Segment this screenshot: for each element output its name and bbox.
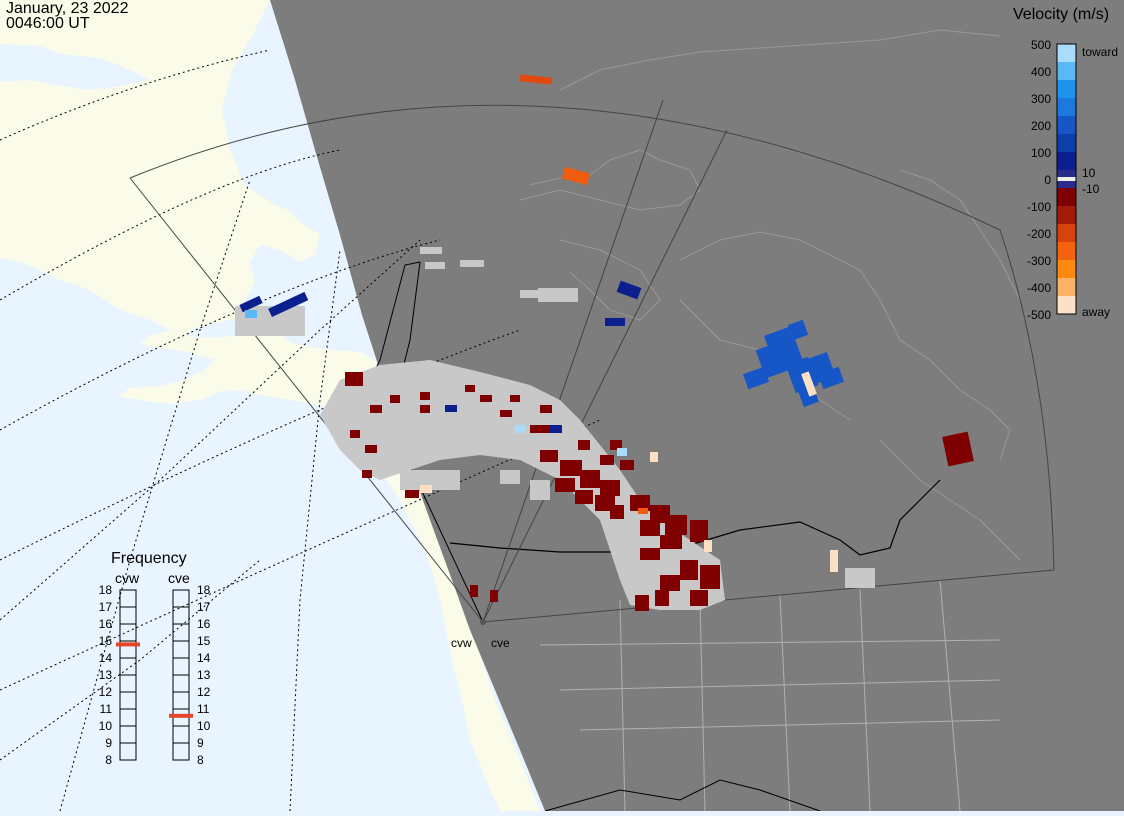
colorbar-title: Velocity (m/s) <box>1013 6 1110 23</box>
colorbar-segment <box>1057 188 1076 207</box>
state-lines <box>539 579 1001 812</box>
frequency-scale-label: 14 <box>99 651 113 665</box>
radar-fov <box>129 99 1055 623</box>
colorbar-segment <box>1057 260 1076 279</box>
colorbar-toward-label: toward <box>1082 45 1118 59</box>
colorbar-segment <box>1057 224 1076 243</box>
velocity-cells <box>239 74 974 611</box>
colorbar-segment <box>1057 44 1076 63</box>
frequency-scale-label: 10 <box>99 719 113 733</box>
colorbar-frame <box>1056 43 1077 315</box>
canada-us-border <box>449 479 941 556</box>
frequency-marker-cve <box>169 713 193 718</box>
frequency-scale-label: 10 <box>197 719 211 733</box>
colorbar-away-label: away <box>1082 305 1110 319</box>
frequency-scale-label: 17 <box>197 600 211 614</box>
frequency-scale-label: 9 <box>105 736 112 750</box>
colorbar-tick-label: 400 <box>1031 65 1051 79</box>
frequency-scale-label: 16 <box>197 617 211 631</box>
colorbar-segment <box>1057 80 1076 99</box>
us-mexico-border <box>544 779 821 812</box>
frequency-scale-label: 8 <box>105 753 112 767</box>
colorbar-tick-label: -500 <box>1027 308 1051 322</box>
colorbar-segment <box>1057 296 1076 315</box>
frequency-scale-label: 11 <box>197 702 210 716</box>
frequency-scale-label: 14 <box>197 651 211 665</box>
frequency-scale-label: 13 <box>99 668 113 682</box>
velocity-colorbar: 500 400 300 200 100 0 -100 -200 -300 -400 -500 10 -1… <box>1027 38 1118 322</box>
colorbar-zero-band <box>1057 177 1076 181</box>
bay <box>0 44 150 90</box>
frequency-scale-label: 12 <box>99 685 113 699</box>
land-west <box>0 0 540 811</box>
colorbar-tick-label: 100 <box>1031 146 1051 160</box>
colorbar-tick-label: 500 <box>1031 38 1051 52</box>
timestamp-date: January, 23 2022 <box>6 0 129 17</box>
colorbar-tick-label: 300 <box>1031 92 1051 106</box>
radar-site-marker <box>480 619 486 625</box>
colorbar-tick-label: -300 <box>1027 254 1051 268</box>
frequency-gauges: 18 17 16 15 14 13 12 11 10 9 8 18 17 16 15 14 13 12 11 10 9 8 <box>99 583 211 767</box>
frequency-scale-label: 11 <box>100 702 113 716</box>
frequency-title: Frequency <box>111 550 187 567</box>
frequency-scale-label: 18 <box>99 583 113 597</box>
colorbar-tick-label: -200 <box>1027 227 1051 241</box>
radar-site-label-cvw: cvw <box>451 636 472 650</box>
colorbar-segment <box>1057 62 1076 81</box>
colorbar-segment <box>1057 278 1076 297</box>
colorbar-tick-label: -100 <box>1027 200 1051 214</box>
colorbar-segment <box>1057 242 1076 261</box>
colorbar-inner-tick: -10 <box>1082 182 1100 196</box>
colorbar-tick-label: 0 <box>1044 173 1051 187</box>
colorbar-inner-tick: 10 <box>1082 166 1096 180</box>
colorbar-segment <box>1057 134 1076 153</box>
timestamp-time: 0046:00 UT <box>6 15 90 32</box>
frequency-scale-label: 15 <box>99 634 113 648</box>
frequency-scale-label: 13 <box>197 668 211 682</box>
frequency-scale-label: 17 <box>99 600 113 614</box>
colorbar-segment <box>1057 98 1076 117</box>
frequency-label-cvw: cvw <box>115 570 140 586</box>
graticule <box>0 49 601 812</box>
colorbar-segment <box>1057 152 1076 171</box>
frequency-scale-label: 16 <box>99 617 113 631</box>
frequency-scale-label: 12 <box>197 685 211 699</box>
frequency-scale-label: 18 <box>197 583 211 597</box>
frequency-marker-cvw <box>116 642 140 647</box>
frequency-scale-label: 15 <box>197 634 211 648</box>
frequency-label-cve: cve <box>168 570 190 586</box>
radar-site-label-cve: cve <box>491 636 510 650</box>
frequency-scale-label: 8 <box>197 753 204 767</box>
colorbar-segment <box>1057 206 1076 225</box>
night-shading <box>270 0 1124 811</box>
colorbar-segment <box>1057 116 1076 135</box>
colorbar-tick-label: 200 <box>1031 119 1051 133</box>
colorbar-tick-label: -400 <box>1027 281 1051 295</box>
frequency-scale-label: 9 <box>197 736 204 750</box>
